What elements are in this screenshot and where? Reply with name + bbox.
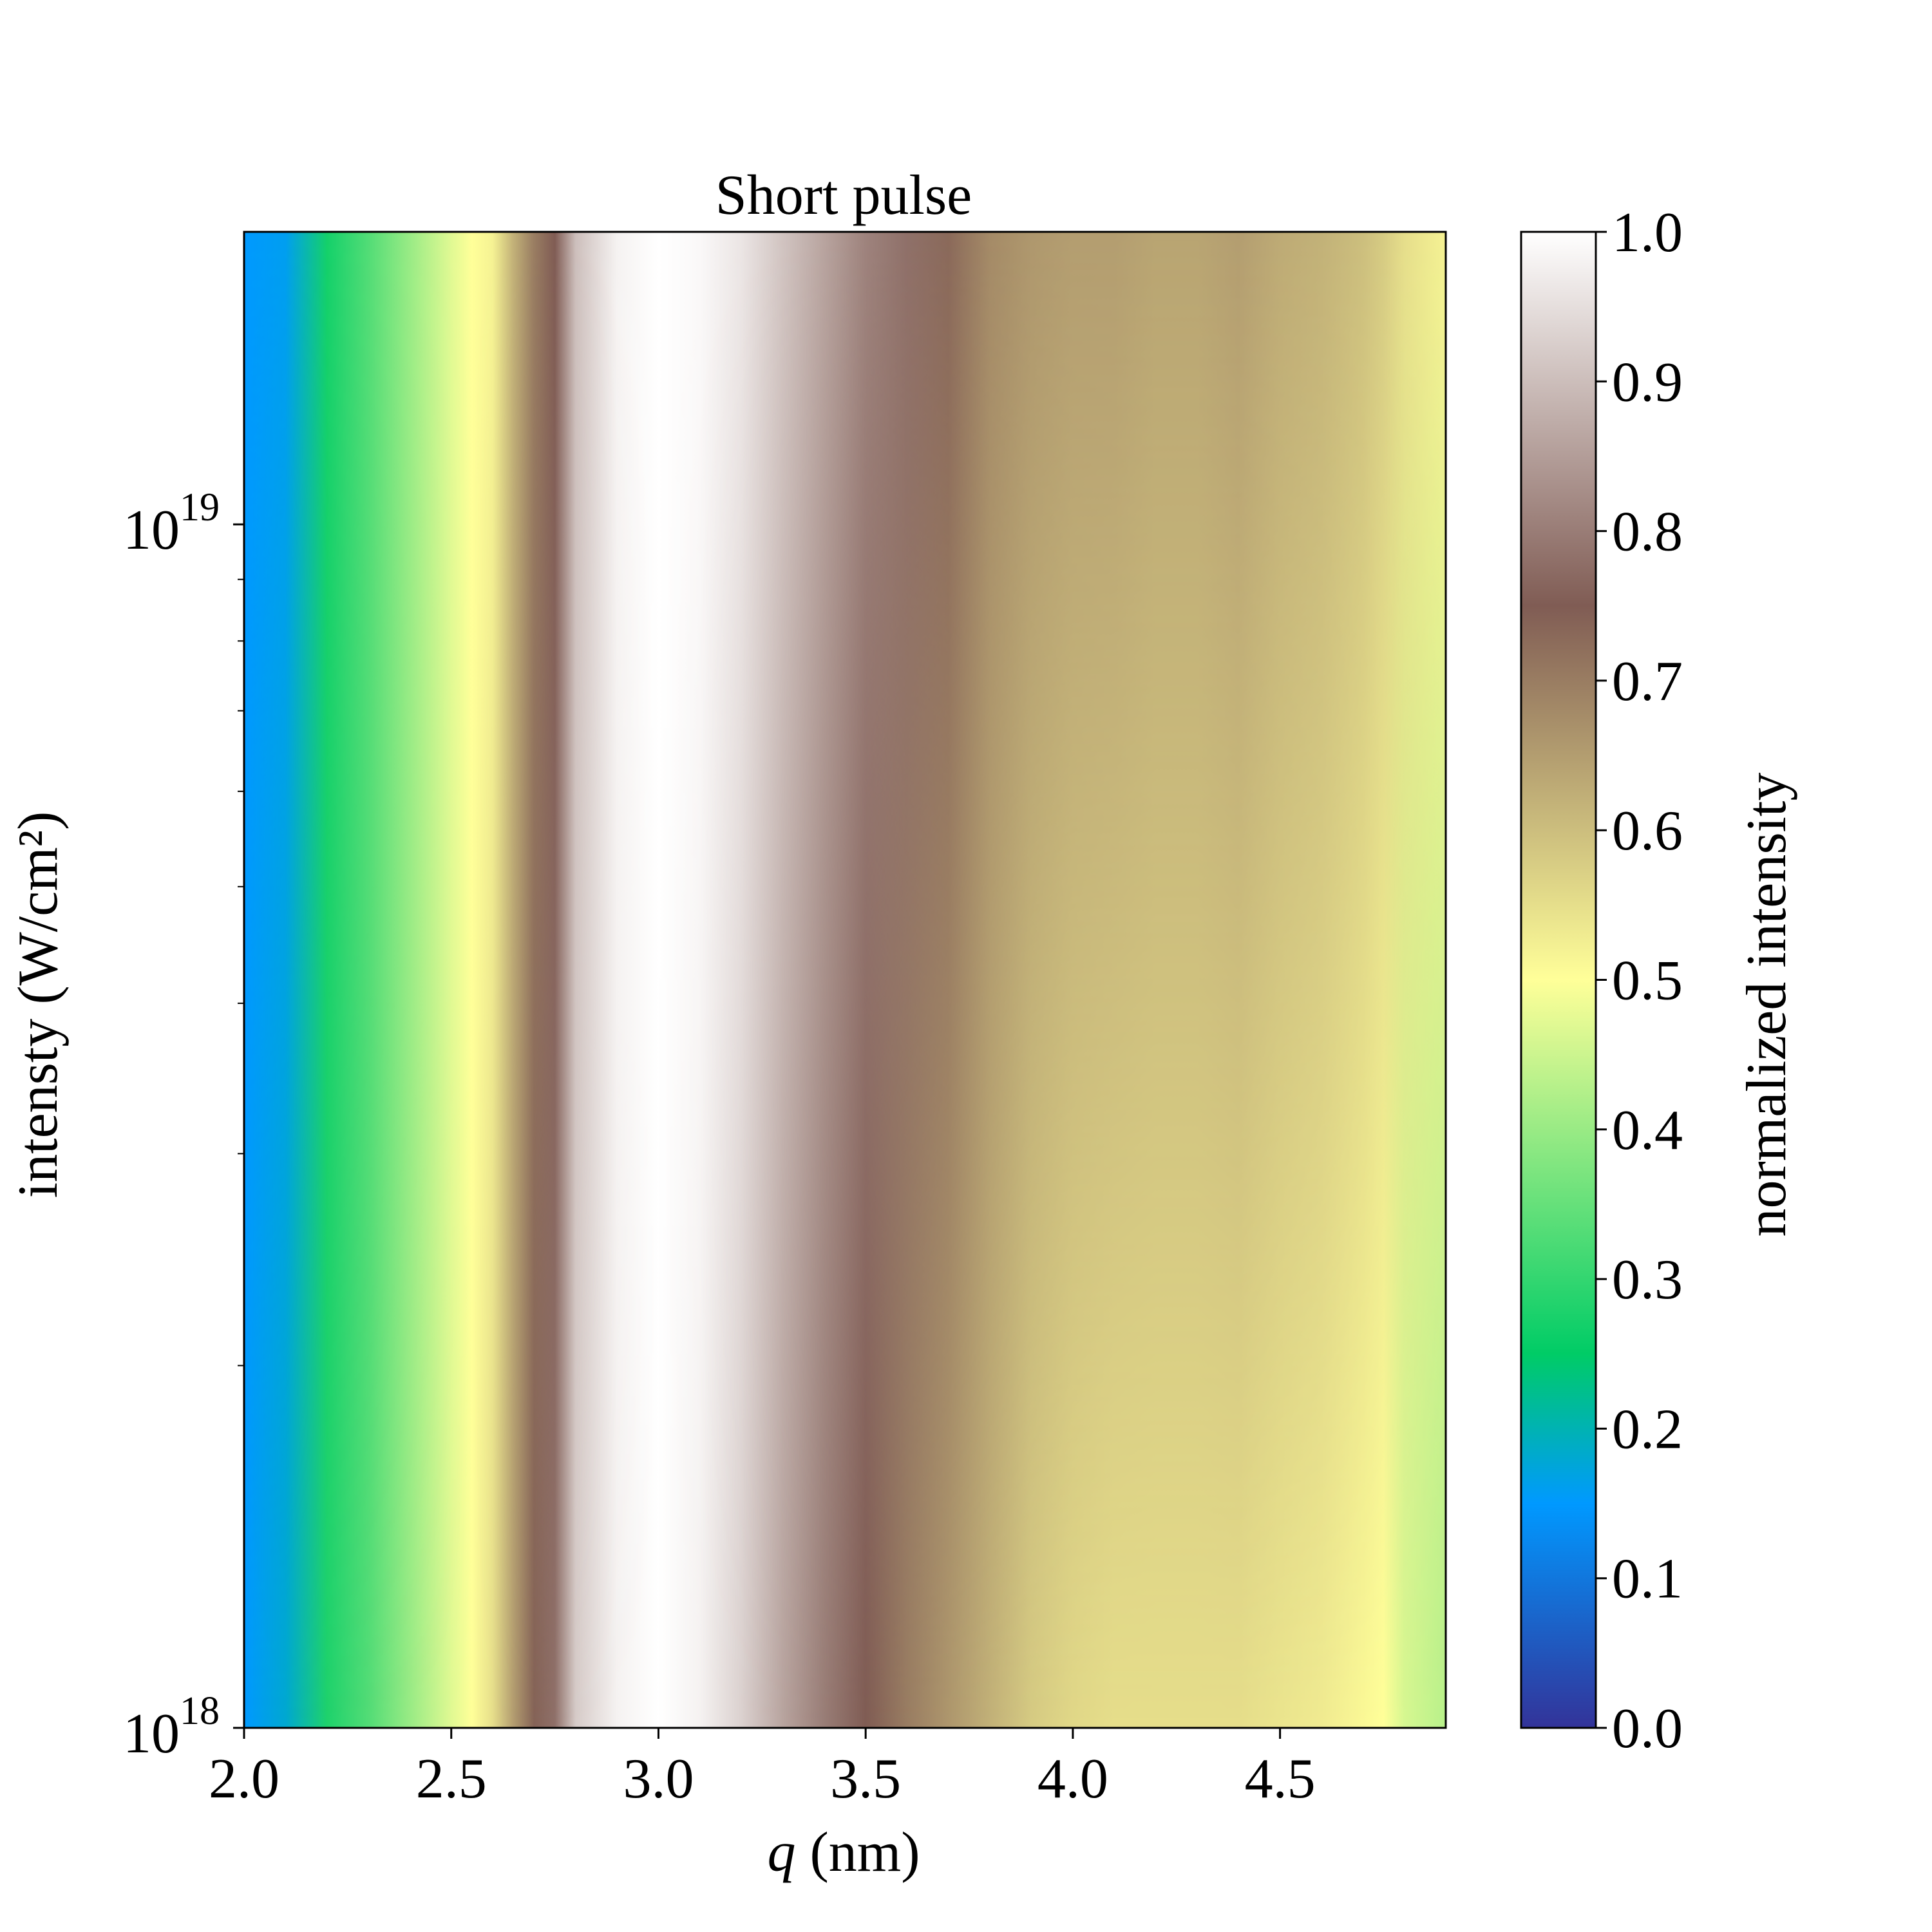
- x-axis-label: q (nm): [767, 1821, 920, 1884]
- y-axis: 1018 1019: [123, 486, 244, 1765]
- x-tick-label: 3.0: [623, 1748, 694, 1810]
- y-tick-label: 1018: [123, 1689, 220, 1765]
- colorbar: [1520, 231, 1597, 1729]
- colorbar-label: normalized intensity: [1736, 773, 1798, 1237]
- colorbar-axis: 0.0 0.1 0.2 0.3 0.4 0.5 0.6 0.7 0.8 0.9 1.0: [1596, 202, 1683, 1760]
- colorbar-tick-label: 0.4: [1612, 1099, 1683, 1162]
- x-tick-label: 3.5: [830, 1748, 901, 1810]
- x-tick-label: 2.5: [416, 1748, 487, 1810]
- colorbar-tick-label: 1.0: [1612, 202, 1683, 264]
- y-axis-label: intensty (W/cm²): [7, 811, 70, 1198]
- colorbar-tick-label: 0.7: [1612, 650, 1683, 713]
- colorbar-tick-label: 0.9: [1612, 351, 1683, 413]
- chart-title: Short pulse: [715, 164, 972, 227]
- x-axis: 2.0 2.5 3.0 3.5 4.0 4.5: [209, 1728, 1316, 1810]
- x-tick-label: 4.5: [1245, 1748, 1316, 1810]
- colorbar-tick-label: 0.0: [1612, 1698, 1683, 1760]
- x-tick-label: 2.0: [209, 1748, 279, 1810]
- colorbar-tick-label: 0.6: [1612, 800, 1683, 862]
- colorbar-gradient: [1520, 231, 1597, 1729]
- heatmap-plot: [243, 231, 1447, 1729]
- heatmap-field-high: [244, 232, 1446, 1728]
- colorbar-tick-label: 0.1: [1612, 1548, 1683, 1611]
- colorbar-tick-label: 0.2: [1612, 1398, 1683, 1461]
- y-tick-label: 1019: [123, 486, 220, 562]
- colorbar-tick-label: 0.8: [1612, 501, 1683, 564]
- plot-frame: [243, 231, 1447, 1729]
- colorbar-tick-label: 0.3: [1612, 1249, 1683, 1311]
- x-tick-label: 4.0: [1037, 1748, 1108, 1810]
- colorbar-tick-label: 0.5: [1612, 950, 1683, 1012]
